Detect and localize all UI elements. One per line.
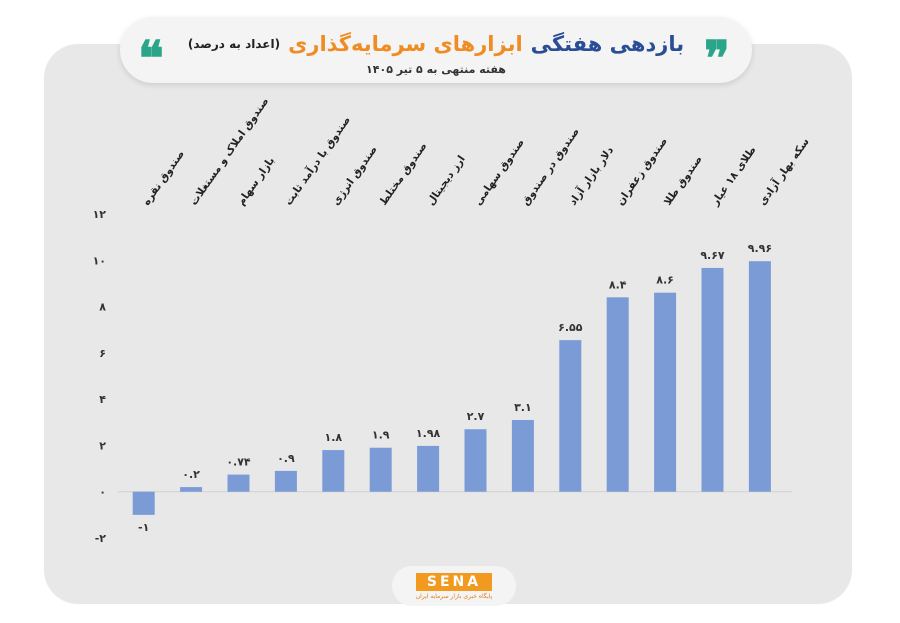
category-label: دلار بازار آزاد xyxy=(566,143,616,207)
data-label: ۸.۴ xyxy=(609,278,627,291)
bar xyxy=(511,419,534,492)
data-label: ۳.۱ xyxy=(514,401,532,414)
bar xyxy=(322,450,345,492)
data-label: ۲.۷ xyxy=(467,410,485,423)
bar xyxy=(559,340,582,492)
bar xyxy=(132,491,155,515)
category-label: صندوق نقره xyxy=(140,148,187,208)
category-label: بازار سهام xyxy=(235,155,277,208)
bar xyxy=(369,447,392,492)
category-label: طلای ۱۸ عیار xyxy=(709,144,759,208)
data-label: ۹.۶۷ xyxy=(700,249,725,262)
title-unit: (اعداد به درصد) xyxy=(187,37,281,51)
data-label: ۹.۹۶ xyxy=(748,242,772,255)
bar xyxy=(227,474,250,492)
bar xyxy=(417,445,440,492)
bar xyxy=(701,267,724,492)
title-main: بازدهی هفتگی xyxy=(530,32,685,56)
bar xyxy=(274,470,297,492)
quote-close-icon: ❝ xyxy=(138,31,164,87)
bar xyxy=(464,429,487,492)
y-tick-label: -۲ xyxy=(95,532,107,545)
data-label: ۱.۹۸ xyxy=(416,427,441,440)
y-tick-label: ۸ xyxy=(99,301,106,314)
title-banner: ❞ ❝ بازدهی هفتگی ابزارهای سرمایه‌گذاری (… xyxy=(120,17,752,83)
bar xyxy=(748,261,771,492)
category-label: صندوق سهامی xyxy=(472,137,527,208)
title-row: بازدهی هفتگی ابزارهای سرمایه‌گذاری (اعدا… xyxy=(120,27,752,61)
subtitle: هفته منتهی به ۵ تیر ۱۴۰۵ xyxy=(366,63,506,76)
data-label: ۰.۹ xyxy=(277,452,295,465)
y-tick-label: ۰ xyxy=(99,486,106,499)
y-tick-label: ۲ xyxy=(99,439,106,452)
bar xyxy=(654,292,677,492)
data-label: ۱.۸ xyxy=(324,431,342,444)
quote-open-icon: ❞ xyxy=(704,31,730,87)
title-accent: ابزارهای سرمایه‌گذاری xyxy=(288,32,523,56)
data-label: -۱ xyxy=(138,521,149,534)
category-label: صندوق طلا xyxy=(662,153,705,207)
data-label: ۰.۲ xyxy=(182,468,200,481)
category-label: سکه بهار آزادی xyxy=(756,135,812,207)
y-tick-label: ۱۰ xyxy=(93,254,106,267)
category-label: صندوق مختلط xyxy=(377,140,429,207)
logo-tagline: پایگاه خبری بازار سرمایه ایران xyxy=(415,593,493,600)
category-label: ارز دیجیتال xyxy=(425,153,468,207)
bar xyxy=(180,487,203,492)
data-label: ۸.۶ xyxy=(656,274,674,287)
data-label: ۶.۵۵ xyxy=(558,321,583,334)
logo-badge: SENA پایگاه خبری بازار سرمایه ایران xyxy=(392,566,516,606)
data-label: ۱.۹ xyxy=(372,429,390,442)
y-tick-label: ۱۲ xyxy=(93,208,107,221)
bar xyxy=(606,297,629,492)
category-label: صندوق انرژی xyxy=(330,144,380,208)
y-tick-label: ۴ xyxy=(99,393,106,406)
y-tick-label: ۶ xyxy=(99,347,106,360)
category-label: صندوق زعفران xyxy=(614,135,670,207)
category-label: صندوق املاک و مستغلات xyxy=(188,95,272,207)
logo-name: SENA xyxy=(416,573,492,591)
data-label: ۰.۷۴ xyxy=(226,456,251,469)
